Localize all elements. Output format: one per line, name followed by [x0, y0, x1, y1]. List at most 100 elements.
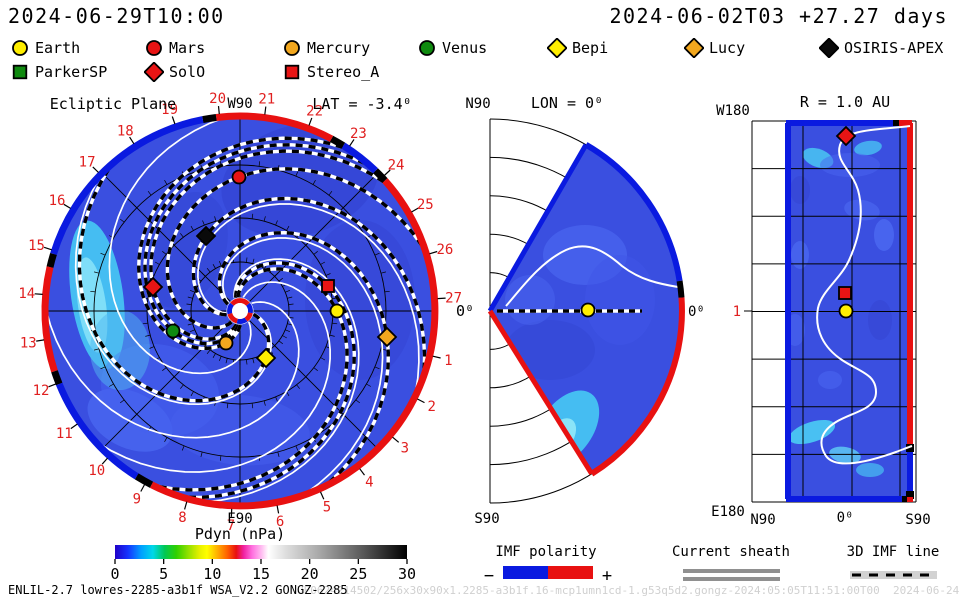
- day-label-18: 18: [117, 123, 134, 139]
- ecliptic-markers: [142, 169, 398, 369]
- current-sheath-bar: [683, 569, 780, 573]
- radial-s90-label: S90: [905, 512, 930, 528]
- colorbar-tick-25: 25: [349, 565, 367, 583]
- day-label-17: 17: [79, 154, 96, 170]
- model-version-text: ENLIL-2.7 lowres-2285-a3b1f WSA_V2.2 GON…: [8, 583, 348, 597]
- fan-boundaries: [487, 142, 685, 477]
- ecliptic-title: Ecliptic Plane: [50, 95, 176, 113]
- start-time-elapsed: 2024-06-02T03 +27.27 days: [609, 4, 948, 28]
- legend-item-osiris-apex: OSIRIS-APEX: [819, 38, 943, 58]
- heatmap-blob: [818, 371, 842, 389]
- heatmap-blob: [585, 255, 655, 345]
- day-label-21: 21: [258, 92, 275, 108]
- legend-label: Mercury: [307, 39, 371, 57]
- sun: [226, 297, 254, 325]
- legend-label: Mars: [169, 39, 206, 57]
- heatmap-blob: [505, 275, 555, 325]
- legend-item-mercury: Mercury: [282, 38, 370, 58]
- legend-item-solo: SolO: [144, 62, 205, 82]
- day-label-22: 22: [306, 103, 323, 119]
- heatmap-blob: [790, 176, 810, 204]
- current-sheath-bar: [683, 577, 780, 581]
- lat-label: LAT = -3.4⁰: [312, 95, 411, 113]
- heatmap-blob: [829, 446, 861, 464]
- marker-earth: [329, 303, 345, 319]
- radial-boundaries: [785, 120, 914, 502]
- legend-glyph-bepi: [547, 38, 567, 58]
- legend-item-parkersp: ParkerSP: [10, 62, 107, 82]
- diamond-marker-icon: [684, 38, 704, 58]
- day-label-12: 12: [33, 383, 50, 399]
- legend-label: Venus: [442, 39, 488, 57]
- imf-plus-label: +: [602, 566, 612, 586]
- marker-bepi: [255, 347, 277, 369]
- square-marker-icon: [284, 64, 300, 80]
- marker-mars: [231, 169, 247, 185]
- circle-marker-icon: [419, 40, 435, 56]
- model-time: 2024-06-29T10:00: [8, 4, 225, 28]
- day-label-5: 5: [323, 500, 331, 516]
- radial-current-sheet: [816, 125, 913, 465]
- day-label-25: 25: [417, 197, 434, 213]
- day-label-24: 24: [388, 158, 405, 174]
- e180-label: E180: [711, 504, 745, 520]
- fan-zero-label: 0⁰: [688, 304, 705, 320]
- day-label-15: 15: [28, 238, 45, 254]
- fan-marker-earth: [580, 302, 596, 318]
- imf-negative-swatch: [503, 566, 548, 579]
- heatmap-blob: [791, 241, 809, 269]
- colorbar-tick-10: 10: [203, 565, 221, 583]
- radial-marker-stereo_a: [838, 286, 852, 300]
- circle-marker-icon: [12, 40, 28, 56]
- legend-label: Lucy: [709, 39, 746, 57]
- marker-osiris-apex: [195, 225, 217, 247]
- day-label-4: 4: [365, 475, 373, 491]
- lon-title: LON = 0⁰: [531, 94, 603, 112]
- legend-glyph-mars: [146, 40, 162, 56]
- day-label-9: 9: [133, 492, 141, 508]
- day-label-2: 2: [427, 399, 435, 415]
- heatmap-blob: [856, 463, 884, 477]
- colorbar-title: Pdyn (nPa): [195, 525, 285, 543]
- imf-positive-swatch: [548, 566, 593, 579]
- diamond-marker-icon: [819, 38, 839, 58]
- square-marker-icon: [12, 64, 28, 80]
- heatmap-blob: [854, 140, 882, 156]
- marker-lucy: [376, 326, 398, 348]
- legend-glyph-earth: [12, 40, 28, 56]
- run-id-text: UE0624214502/256x30x90x1.2285-a3b1f.16-m…: [297, 584, 960, 597]
- heatmap-blob: [874, 219, 894, 251]
- heatmap-blob: [820, 153, 880, 177]
- colorbar: [115, 545, 407, 559]
- day-label-27: 27: [445, 291, 462, 307]
- legend-glyph-parkersp: [12, 64, 28, 80]
- day-label-23: 23: [350, 126, 367, 142]
- legend-glyph-mercury: [284, 40, 300, 56]
- colorbar-tick-0: 0: [110, 565, 119, 583]
- w180-label: W180: [716, 103, 750, 119]
- circle-marker-icon: [146, 40, 162, 56]
- e90-label: E90: [227, 511, 252, 527]
- day-label-26: 26: [436, 242, 453, 258]
- legend-label: ParkerSP: [35, 63, 108, 81]
- legend-item-lucy: Lucy: [684, 38, 745, 58]
- day-label-19: 19: [161, 102, 178, 118]
- imf-polarity-title: IMF polarity: [495, 544, 596, 560]
- day-label-10: 10: [88, 463, 105, 479]
- radius-tick-label: 1: [733, 304, 741, 320]
- radial-n90-label: N90: [750, 512, 775, 528]
- legend-glyph-lucy: [684, 38, 704, 58]
- day-label-7: 7: [227, 518, 235, 534]
- colorbar-tick-15: 15: [252, 565, 270, 583]
- fan-n90-label: N90: [465, 96, 490, 112]
- imf-polarity-rim: [41, 112, 439, 510]
- day-label-6: 6: [276, 514, 284, 530]
- day-label-8: 8: [178, 510, 186, 526]
- legend-item-mars: Mars: [144, 38, 205, 58]
- imf-minus-label: −: [484, 566, 494, 586]
- day-label-13: 13: [20, 335, 37, 351]
- heatmap-blob: [788, 419, 836, 445]
- colorbar-tick-5: 5: [159, 565, 168, 583]
- legend-glyph-venus: [419, 40, 435, 56]
